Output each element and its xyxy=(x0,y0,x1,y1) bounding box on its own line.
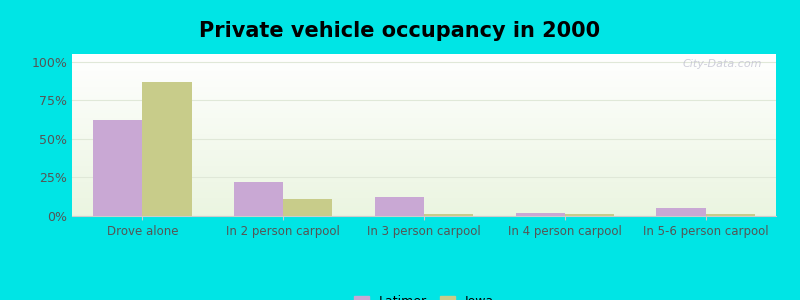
Bar xyxy=(374,197,424,216)
Bar xyxy=(93,120,142,216)
Text: Private vehicle occupancy in 2000: Private vehicle occupancy in 2000 xyxy=(199,21,601,41)
Bar xyxy=(424,214,474,216)
Bar xyxy=(234,182,283,216)
Bar xyxy=(565,214,614,216)
Bar xyxy=(142,82,192,216)
Bar xyxy=(515,213,565,216)
Text: City-Data.com: City-Data.com xyxy=(682,59,762,69)
Bar xyxy=(283,199,333,216)
Bar xyxy=(656,208,706,216)
Legend: Latimer, Iowa: Latimer, Iowa xyxy=(349,290,499,300)
Bar xyxy=(706,214,755,216)
